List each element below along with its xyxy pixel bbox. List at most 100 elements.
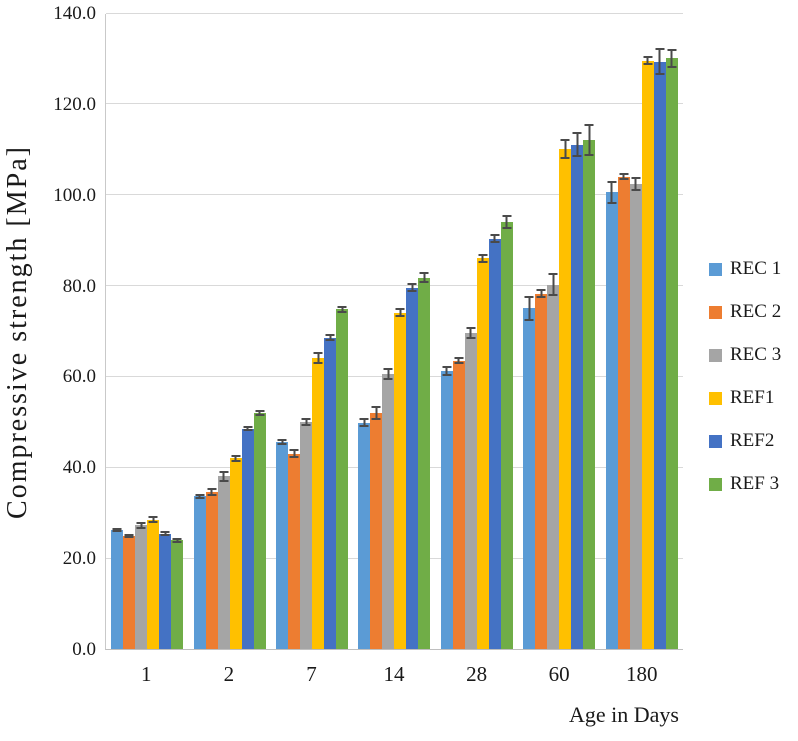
bar-group-day-28 xyxy=(436,14,518,649)
bar-slot-rec-3-day-180 xyxy=(629,14,642,649)
bar-ref2-day-28 xyxy=(488,238,501,649)
bar-rec-3-day-1 xyxy=(135,525,148,649)
bar-slot-rec-1-day-1 xyxy=(111,14,124,649)
bar-ref2-day-60 xyxy=(571,144,584,649)
legend-item-rec-2: REC 2 xyxy=(709,299,781,325)
bar-ref-3-day-28 xyxy=(500,221,513,649)
x-tick-label-day-180: 180 xyxy=(626,662,658,686)
error-bar-rec-1-day-1 xyxy=(112,527,122,533)
y-tick-label: 0.0 xyxy=(72,639,96,660)
error-bar-rec-2-day-60 xyxy=(536,289,546,299)
gridline-120 xyxy=(106,103,683,105)
error-bar-ref1-day-180 xyxy=(643,56,653,66)
error-bar-ref-3-day-1 xyxy=(172,538,182,543)
bar-slot-ref1-day-1 xyxy=(147,14,160,649)
bar-slot-rec-3-day-14 xyxy=(382,14,395,649)
error-bar-ref1-day-1 xyxy=(148,515,158,524)
legend-item-ref2: REF2 xyxy=(709,428,781,454)
bar-rec-1-day-60 xyxy=(523,308,536,649)
legend-label-ref2: REF2 xyxy=(730,430,775,451)
bar-ref1-day-2 xyxy=(229,458,242,649)
error-bar-rec-3-day-14 xyxy=(383,368,393,381)
error-bar-ref1-day-28 xyxy=(478,253,488,263)
gridline-80 xyxy=(106,285,683,287)
error-bar-rec-3-day-1 xyxy=(136,521,146,530)
bar-slot-rec-3-day-1 xyxy=(135,14,148,649)
error-bar-ref-3-day-2 xyxy=(255,410,265,416)
bar-ref1-day-14 xyxy=(394,312,407,649)
y-tick-label: 40.0 xyxy=(62,457,96,479)
legend-swatch-rec-1 xyxy=(709,262,722,276)
bar-groups xyxy=(106,14,683,649)
x-tick-label-day-2: 2 xyxy=(223,662,235,686)
bar-rec-2-day-28 xyxy=(452,360,465,649)
y-tick-label: 100.0 xyxy=(53,184,96,206)
bar-ref-3-day-1 xyxy=(171,540,184,649)
error-bar-ref1-day-2 xyxy=(231,454,241,462)
y-tick-label: 140.0 xyxy=(53,3,96,24)
bar-rec-3-day-14 xyxy=(382,374,395,649)
x-axis-title: Age in Days xyxy=(569,702,679,727)
legend-item-ref-3: REF 3 xyxy=(709,471,781,497)
error-bar-rec-1-day-28 xyxy=(442,366,452,376)
bar-slot-ref-3-day-28 xyxy=(500,14,513,649)
bar-ref1-day-180 xyxy=(641,60,654,649)
legend-label-rec-2: REC 2 xyxy=(730,301,782,322)
bar-slot-rec-3-day-7 xyxy=(300,14,313,649)
bar-ref2-day-14 xyxy=(406,287,419,649)
error-bar-ref-3-day-14 xyxy=(419,272,429,284)
error-bar-rec-3-day-180 xyxy=(631,177,641,192)
bar-rec-1-day-14 xyxy=(358,422,371,649)
error-bar-ref2-day-2 xyxy=(243,426,253,431)
x-tick-label-day-1: 1 xyxy=(141,662,152,686)
legend: REC 1 REC 2 REC 3 REF1 REF2 REF 3 xyxy=(709,256,781,497)
error-bar-rec-1-day-2 xyxy=(195,493,205,500)
error-bar-rec-1-day-7 xyxy=(277,439,287,446)
bar-rec-2-day-14 xyxy=(370,412,383,649)
bar-ref1-day-60 xyxy=(559,149,572,649)
error-bar-rec-1-day-60 xyxy=(524,296,534,321)
bar-slot-ref2-day-28 xyxy=(488,14,501,649)
legend-label-ref-3: REF 3 xyxy=(730,473,780,494)
error-bar-rec-3-day-2 xyxy=(219,470,229,482)
legend-label-rec-3: REC 3 xyxy=(730,344,782,365)
bar-slot-ref-3-day-7 xyxy=(336,14,349,649)
error-bar-ref1-day-60 xyxy=(560,139,570,160)
bar-group-day-1 xyxy=(106,14,188,649)
bar-group-day-14 xyxy=(353,14,435,649)
error-bar-ref2-day-1 xyxy=(160,531,170,536)
error-bar-rec-1-day-180 xyxy=(607,181,617,204)
error-bar-ref-3-day-7 xyxy=(337,305,347,313)
error-bar-ref1-day-7 xyxy=(313,352,323,365)
bar-ref-3-day-14 xyxy=(418,277,431,649)
bar-rec-1-day-28 xyxy=(440,370,453,649)
x-tick-labels: 1 2 7 14 28 60 180 xyxy=(105,662,683,687)
legend-swatch-ref2 xyxy=(709,434,722,448)
bar-rec-3-day-180 xyxy=(629,184,642,649)
legend-item-rec-3: REC 3 xyxy=(709,342,781,368)
error-bar-rec-2-day-2 xyxy=(207,487,217,496)
x-tick-label-day-60: 60 xyxy=(548,662,570,686)
y-tick-label: 60.0 xyxy=(62,366,96,388)
bar-slot-rec-1-day-14 xyxy=(358,14,371,649)
bar-slot-ref-3-day-1 xyxy=(171,14,184,649)
bar-rec-3-day-7 xyxy=(300,421,313,649)
error-bar-ref-3-day-60 xyxy=(584,124,594,157)
error-bar-ref2-day-180 xyxy=(655,48,665,76)
bar-slot-rec-1-day-28 xyxy=(440,14,453,649)
bar-slot-ref2-day-60 xyxy=(571,14,584,649)
y-tick-label: 80.0 xyxy=(62,275,96,297)
bar-rec-1-day-180 xyxy=(605,192,618,649)
y-tick-labels: 0.0 20.0 40.0 60.0 80.0 100.0 120.0 140.0 xyxy=(0,3,96,660)
bar-ref-3-day-2 xyxy=(253,412,266,649)
bar-slot-rec-1-day-7 xyxy=(276,14,289,649)
bar-slot-rec-2-day-14 xyxy=(370,14,383,649)
bar-rec-3-day-28 xyxy=(464,333,477,649)
bar-slot-ref1-day-14 xyxy=(394,14,407,649)
bar-slot-ref2-day-14 xyxy=(406,14,419,649)
plot-area xyxy=(105,12,683,650)
bar-slot-ref-3-day-180 xyxy=(665,14,678,649)
error-bar-rec-2-day-180 xyxy=(619,173,629,180)
bar-slot-rec-1-day-180 xyxy=(605,14,618,649)
